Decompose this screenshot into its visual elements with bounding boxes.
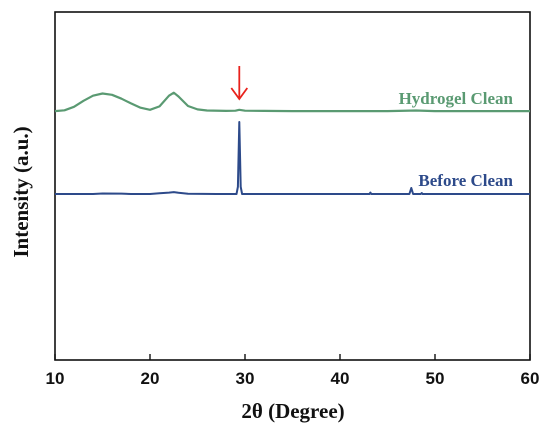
series-label: Before Clean <box>418 171 513 190</box>
plot-frame <box>54 11 531 361</box>
x-tick-label: 10 <box>46 369 65 388</box>
arrow-head <box>230 87 249 101</box>
x-tick-label: 40 <box>331 369 350 388</box>
series-line-hydrogel-clean <box>54 91 530 113</box>
x-tick-label: 50 <box>426 369 445 388</box>
x-axis-ticks: 10 20 30 40 50 60 <box>46 354 540 388</box>
x-tick-label: 20 <box>141 369 160 388</box>
y-axis-title: Intensity (a.u.) <box>9 126 33 257</box>
annotation-arrow <box>230 66 249 101</box>
x-axis-title: 2θ (Degree) <box>241 399 344 423</box>
series-line-before-clean <box>55 121 530 195</box>
series-label: Hydrogel Clean <box>399 89 514 108</box>
plot-border <box>54 11 531 361</box>
x-tick-label: 60 <box>521 369 540 388</box>
series-lines <box>54 91 530 195</box>
x-tick-label: 30 <box>236 369 255 388</box>
series-labels: Hydrogel Clean Before Clean <box>399 89 514 190</box>
